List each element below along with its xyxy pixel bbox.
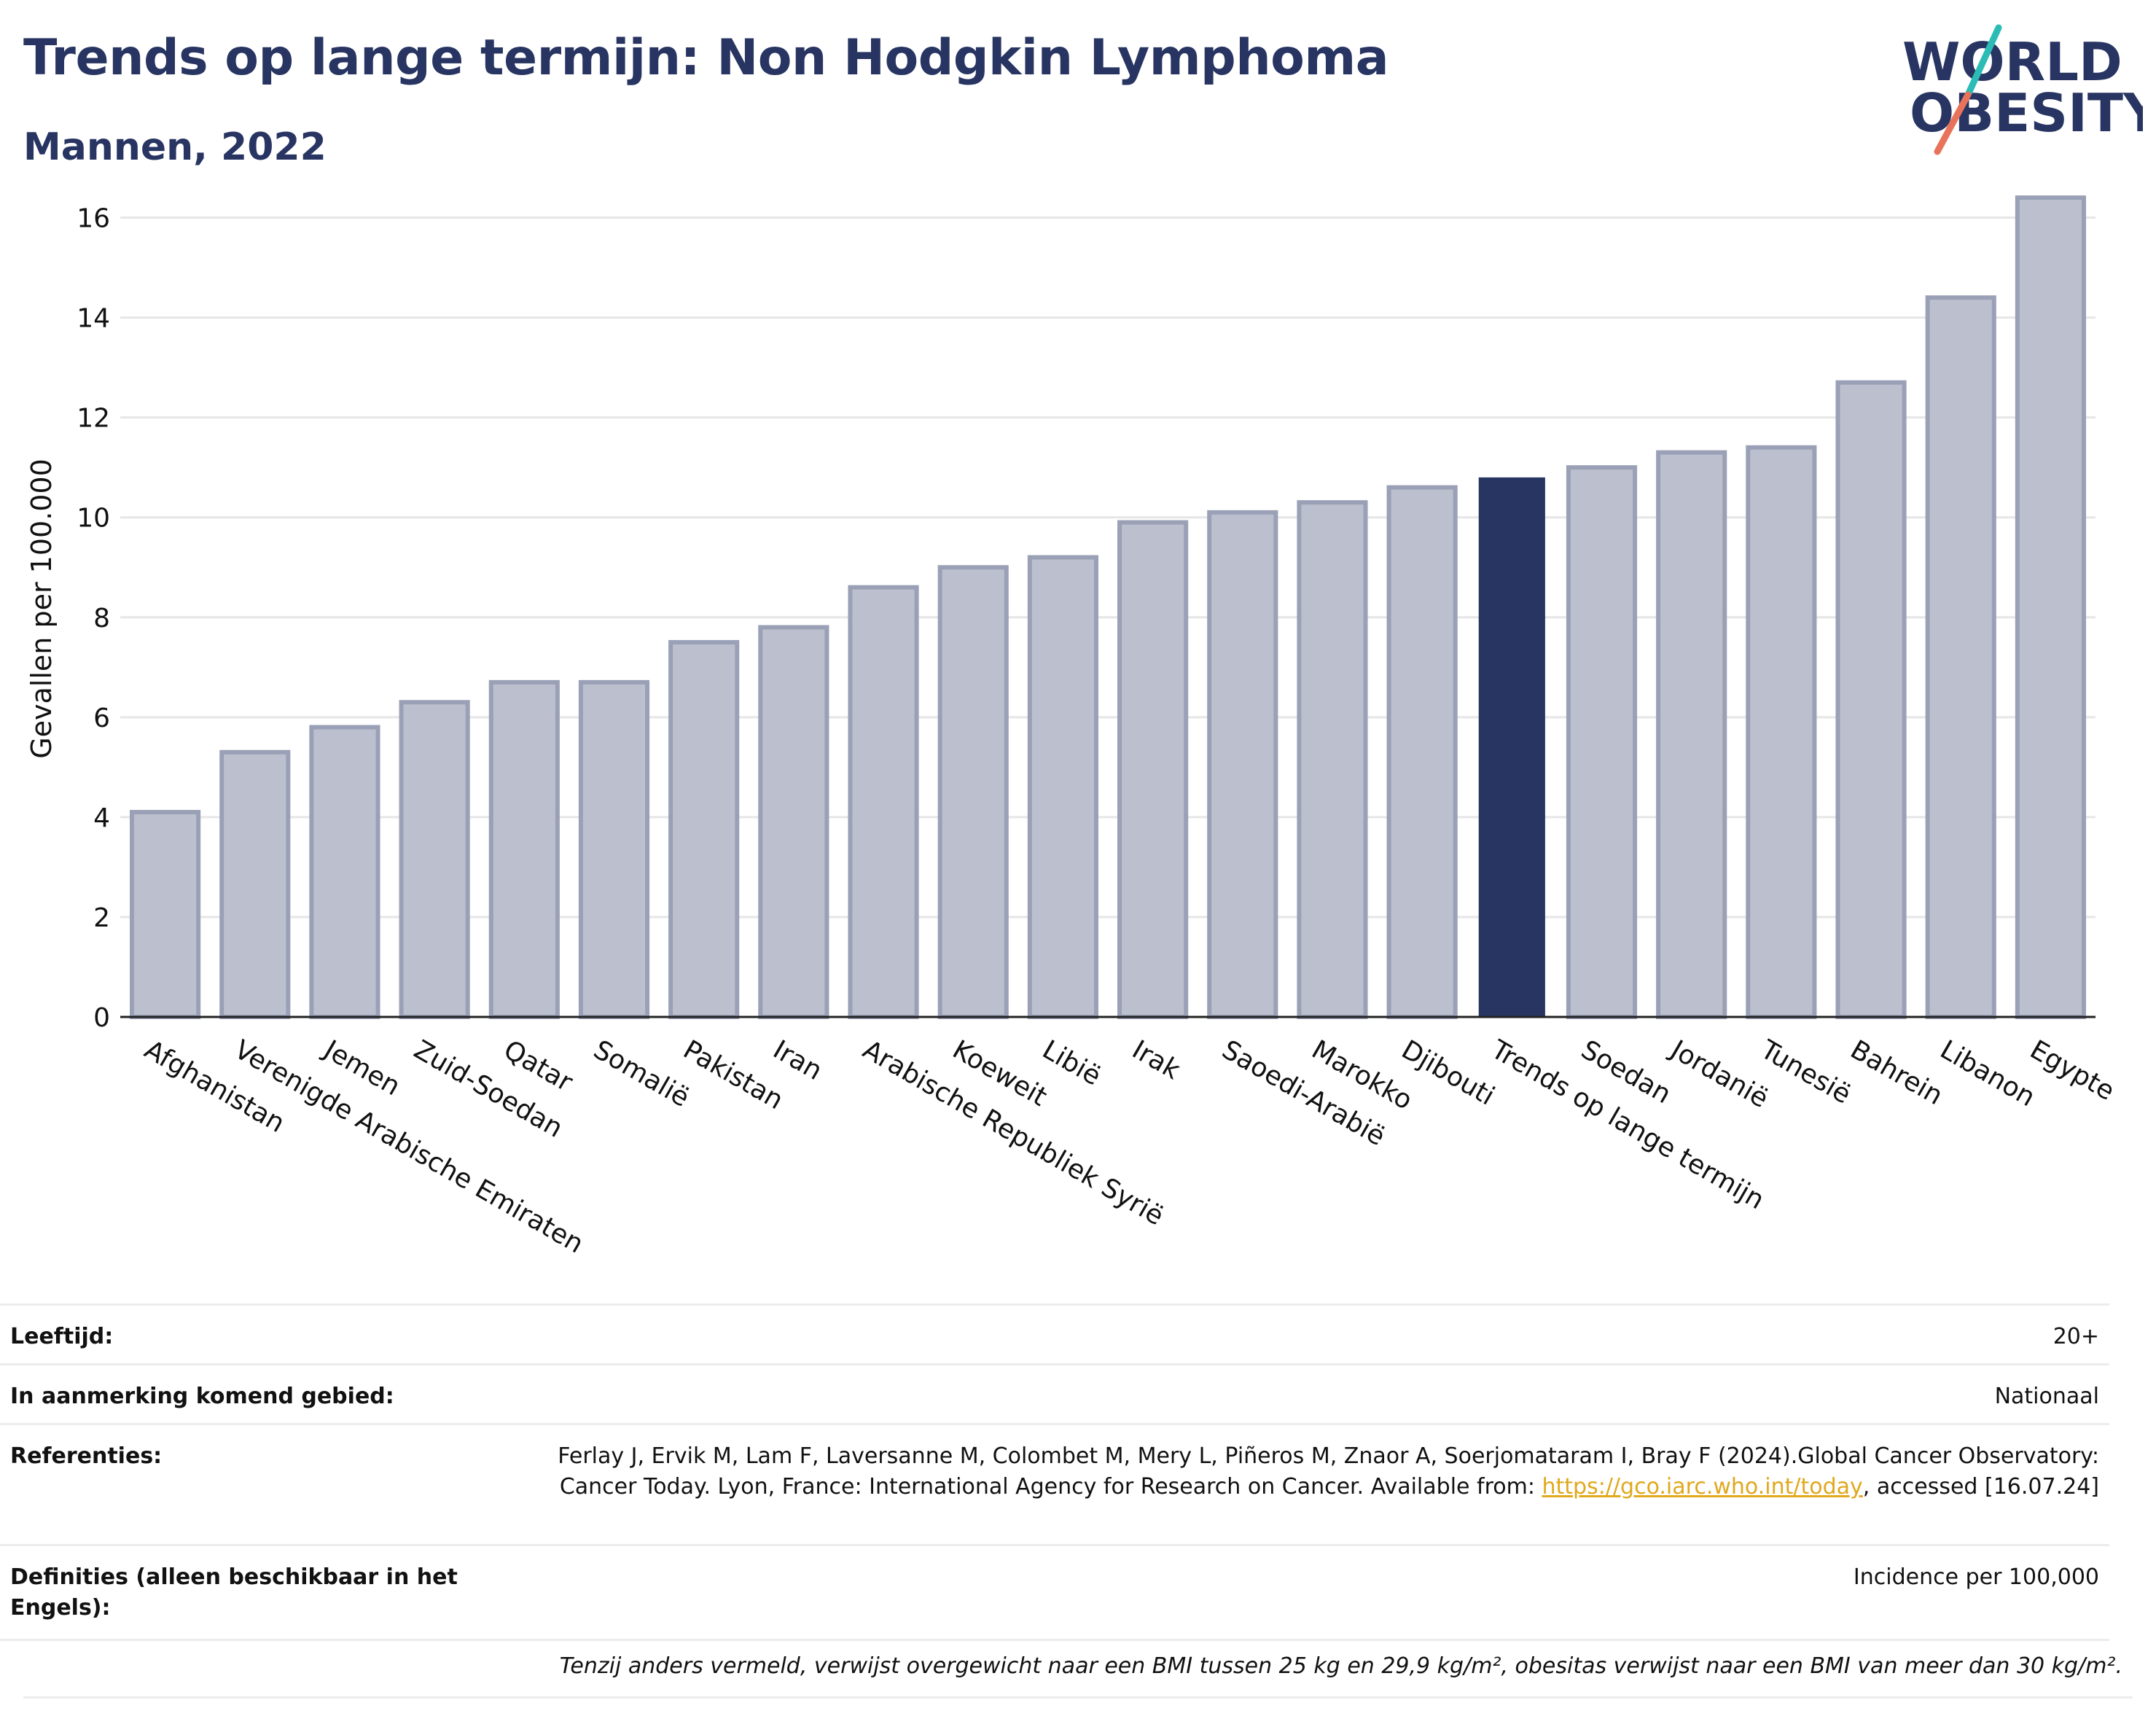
- y-tick-label: 12: [77, 404, 110, 434]
- bar: [1386, 485, 1458, 1019]
- metadata-label: In aanmerking komend gebied:: [10, 1384, 394, 1409]
- metadata-row: Definities (alleen beschikbaar in het En…: [0, 1544, 2109, 1641]
- world-obesity-logo: WORLD OBESITY: [1902, 24, 2143, 155]
- logo-word-world: WORLD: [1902, 31, 2122, 93]
- bar: [1207, 510, 1278, 1019]
- metadata-row: In aanmerking komend gebied: Nationaal: [0, 1363, 2109, 1425]
- bar: [937, 565, 1009, 1019]
- bars: [130, 195, 2086, 1020]
- x-tick-label: Libanon: [1935, 1034, 2040, 1112]
- bar: [1297, 500, 1368, 1019]
- x-tick-label: Iran: [768, 1034, 827, 1086]
- x-tick-label: Zuid-Soedan: [409, 1034, 568, 1144]
- x-tick-label: Tunesië: [1755, 1034, 1856, 1110]
- y-tick-label: 0: [93, 1003, 110, 1033]
- x-tick-label: Somalië: [588, 1034, 694, 1113]
- bar: [848, 585, 919, 1019]
- bar: [130, 810, 201, 1019]
- bottom-divider: [23, 1696, 2133, 1699]
- metadata-label: Definities (alleen beschikbaar in het En…: [10, 1564, 458, 1621]
- bar: [578, 679, 650, 1020]
- y-tick-label: 6: [93, 703, 110, 733]
- metadata-value: Incidence per 100,000: [496, 1562, 2099, 1593]
- bar: [488, 679, 560, 1020]
- metadata-row: Referenties: Ferlay J, Ervik M, Lam F, La…: [0, 1423, 2109, 1546]
- metadata-label: Referenties:: [10, 1443, 163, 1469]
- bar: [1117, 520, 1189, 1019]
- x-tick-label: Pakistan: [678, 1034, 788, 1115]
- metadata-value-text: Incidence per 100,000: [1853, 1564, 2099, 1590]
- bar: [1746, 445, 1817, 1019]
- bar: [1835, 380, 1907, 1019]
- logo-slash-teal: [1964, 24, 2002, 98]
- metadata-value-text: Ferlay J, Ervik M, Lam F, Laversanne M, …: [558, 1443, 2099, 1500]
- metadata-row: Leeftijd: 20+: [0, 1303, 2109, 1365]
- chart-subtitle: Mannen, 2022: [23, 125, 327, 169]
- x-tick-label: Egypte: [2025, 1034, 2120, 1107]
- bar: [758, 625, 829, 1019]
- bar: [668, 640, 740, 1019]
- bar: [1656, 450, 1727, 1019]
- x-tick-label: Jordanië: [1665, 1034, 1773, 1114]
- bar: [1925, 295, 1996, 1020]
- y-tick-label: 8: [93, 604, 110, 633]
- x-tick-label: Irak: [1127, 1034, 1185, 1085]
- metadata-divider: [0, 1639, 2109, 1641]
- bar: [309, 725, 380, 1019]
- metadata-value-text: Nationaal: [1994, 1384, 2099, 1409]
- bar: [399, 700, 470, 1019]
- bar: [1027, 555, 1098, 1019]
- metadata-value: Ferlay J, Ervik M, Lam F, Laversanne M, …: [496, 1441, 2099, 1502]
- bar: [2015, 195, 2086, 1019]
- chart-title: Trends op lange termijn: Non Hodgkin Lym…: [23, 29, 1389, 87]
- footnote: Tenzij anders vermeld, verwijst overgewi…: [559, 1653, 2122, 1679]
- bar-highlight: [1478, 477, 1545, 1017]
- y-tick-label: 16: [77, 204, 110, 234]
- metadata-value-suffix: , accessed [16.07.24]: [1862, 1474, 2099, 1500]
- y-tick-label: 2: [93, 903, 110, 933]
- y-axis-label: Gevallen per 100.000: [26, 459, 58, 759]
- reference-link[interactable]: https://gco.iarc.who.int/today: [1542, 1474, 1863, 1500]
- bar: [1566, 465, 1638, 1019]
- bar: [219, 749, 291, 1019]
- metadata-value: 20+: [496, 1322, 2099, 1352]
- logo-slash-coral: [1934, 91, 1972, 155]
- y-tick-label: 4: [93, 803, 110, 833]
- y-tick-label: 14: [77, 304, 110, 334]
- x-tick-label: Bahrein: [1846, 1034, 1948, 1111]
- x-tick-label: Djibouti: [1397, 1034, 1499, 1111]
- metadata-value: Nationaal: [496, 1381, 2099, 1412]
- y-tick-label: 10: [77, 504, 110, 534]
- metadata-value-text: 20+: [2053, 1324, 2099, 1349]
- metadata-label: Leeftijd:: [10, 1324, 114, 1349]
